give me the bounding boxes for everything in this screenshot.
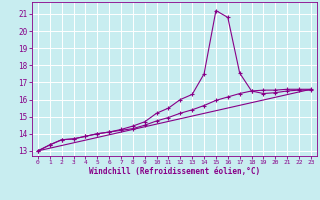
X-axis label: Windchill (Refroidissement éolien,°C): Windchill (Refroidissement éolien,°C) <box>89 167 260 176</box>
